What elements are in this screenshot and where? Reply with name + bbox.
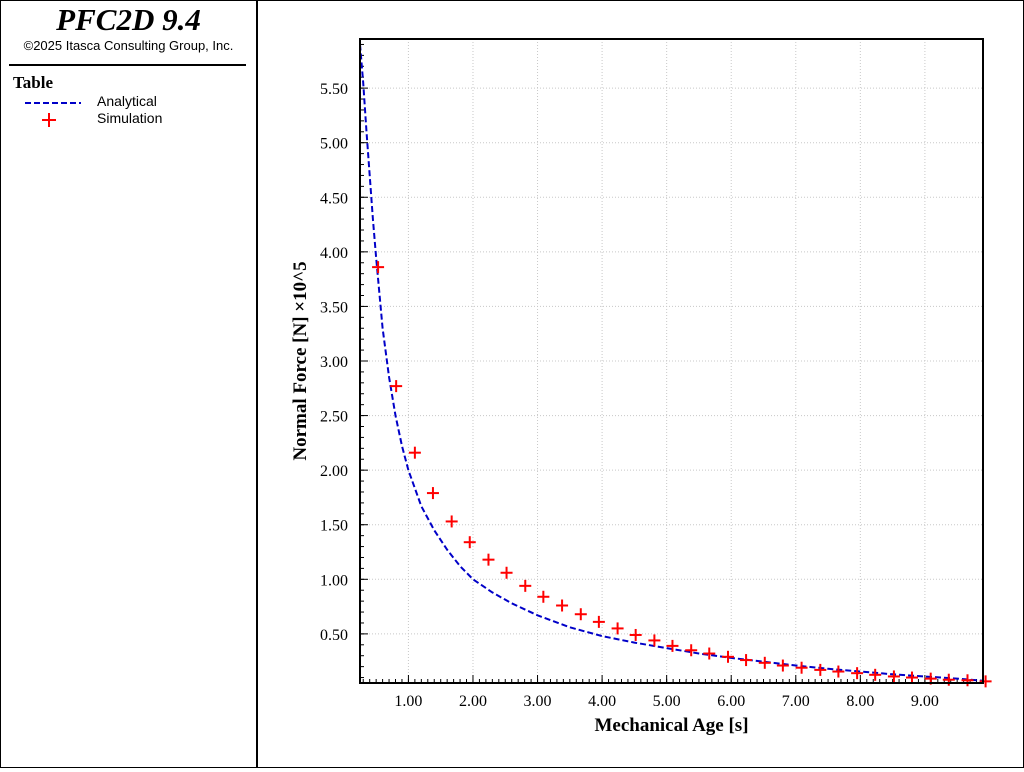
simulation-point <box>721 650 734 663</box>
tick-layer: 1.00 2.00 3.00 4.00 5.00 6.00 7.00 8.00 9.00 0.50… <box>320 43 984 710</box>
plot-frame <box>359 38 984 684</box>
simulation-point <box>556 599 569 612</box>
y-tick-label: 3.00 <box>320 354 348 371</box>
x-tick-label: 6.00 <box>717 693 745 710</box>
app-title: PFC2D 9.4 <box>56 2 201 37</box>
y-tick-label: 3.50 <box>320 299 348 316</box>
x-tick-label: 4.00 <box>588 693 616 710</box>
x-axis-label: Mechanical Age [s] <box>594 715 748 736</box>
simulation-point <box>961 674 974 687</box>
y-tick-label: 1.00 <box>320 572 348 589</box>
legend-label-simulation: Simulation <box>97 110 163 126</box>
simulation-point <box>703 647 716 660</box>
y-tick-label: 1.50 <box>320 518 348 535</box>
y-tick-label: 2.50 <box>320 409 348 426</box>
y-tick-label: 2.00 <box>320 463 348 480</box>
legend-panel: PFC2D 9.4 ©2025 Itasca Consulting Group,… <box>1 1 258 767</box>
simulation-point <box>629 628 642 641</box>
simulation-point <box>685 644 698 657</box>
simulation-point <box>869 668 882 681</box>
x-tick-label: 8.00 <box>846 693 874 710</box>
simulation-point <box>851 667 864 680</box>
simulation-point <box>408 446 421 459</box>
simulation-point <box>445 515 458 528</box>
simulation-point <box>500 566 513 579</box>
x-tick-label: 5.00 <box>653 693 681 710</box>
simulation-point <box>887 670 900 683</box>
y-tick-label: 4.00 <box>320 245 348 262</box>
dashed-line-icon <box>25 102 81 104</box>
simulation-point <box>795 661 808 674</box>
plot-area: 1.00 2.00 3.00 4.00 5.00 6.00 7.00 8.00 9.00 0.50… <box>258 1 1023 767</box>
x-tick-label: 3.00 <box>524 693 552 710</box>
simulation-point <box>519 579 532 592</box>
series-layer <box>359 44 992 688</box>
grid-layer <box>360 39 983 683</box>
simulation-point <box>390 380 403 393</box>
simulation-point <box>648 634 661 647</box>
y-tick-label: 5.50 <box>320 81 348 98</box>
simulation-point <box>905 671 918 684</box>
simulation-point <box>758 656 771 669</box>
simulation-point <box>666 639 679 652</box>
x-tick-label: 2.00 <box>459 693 487 710</box>
simulation-point <box>740 654 753 667</box>
analytical-series-line <box>359 44 984 682</box>
legend-title: Table <box>13 73 54 92</box>
x-tick-label: 7.00 <box>782 693 810 710</box>
simulation-point <box>463 536 476 549</box>
chart-svg: 1.00 2.00 3.00 4.00 5.00 6.00 7.00 8.00 9.00 0.50… <box>290 38 992 736</box>
x-tick-label: 9.00 <box>911 693 939 710</box>
simulation-point <box>574 608 587 621</box>
simulation-point <box>537 590 550 603</box>
simulation-point <box>832 665 845 678</box>
simulation-point <box>814 663 827 676</box>
simulation-point <box>426 487 439 500</box>
y-tick-label: 5.00 <box>320 136 348 153</box>
legend-label-analytical: Analytical <box>97 93 157 109</box>
x-tick-label: 1.00 <box>394 693 422 710</box>
simulation-point <box>592 615 605 628</box>
simulation-point <box>372 261 385 274</box>
plus-marker-icon <box>42 113 56 127</box>
simulation-point <box>979 675 992 688</box>
copyright-text: ©2025 Itasca Consulting Group, Inc. <box>23 38 234 53</box>
y-tick-label: 0.50 <box>320 627 348 644</box>
simulation-point <box>611 622 624 635</box>
legend-divider <box>9 64 246 66</box>
simulation-point <box>482 553 495 566</box>
y-tick-label: 4.50 <box>320 190 348 207</box>
y-axis-label: Normal Force [N] ×10^5 <box>290 261 311 460</box>
simulation-point <box>776 659 789 672</box>
